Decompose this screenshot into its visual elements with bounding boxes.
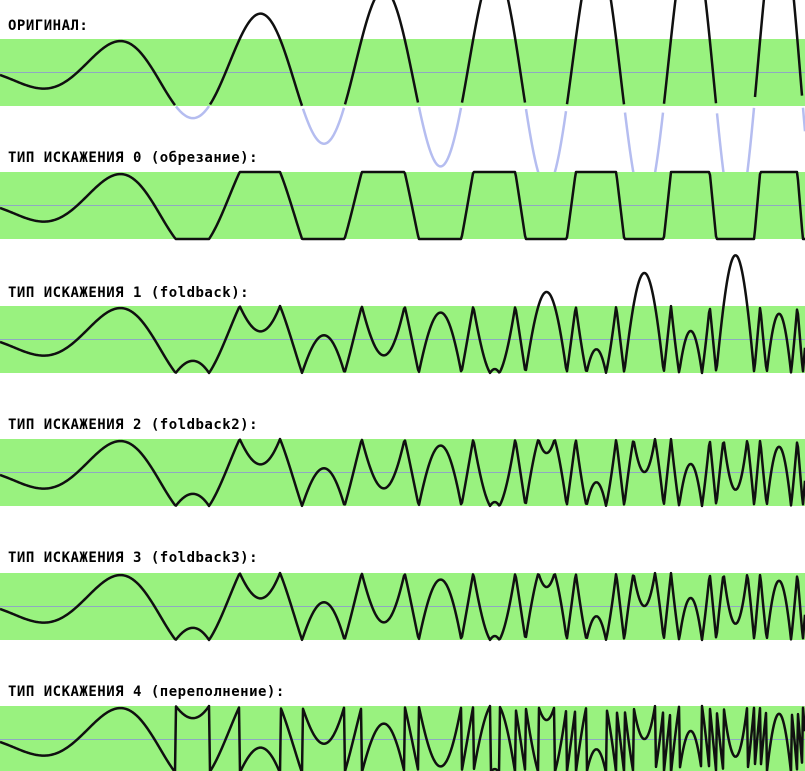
panel-label-type4: ТИП ИСКАЖЕНИЯ 4 (переполнение): [8, 684, 285, 700]
waveform-original [0, 0, 804, 107]
waveform-type1 [0, 254, 805, 375]
waveform-type0 [0, 170, 805, 241]
waveform-type2 [0, 437, 805, 508]
panel-label-type1: ТИП ИСКАЖЕНИЯ 1 (foldback): [8, 285, 250, 301]
panel-label-original: ОРИГИНАЛ: [8, 18, 89, 34]
panel-label-type3: ТИП ИСКАЖЕНИЯ 3 (foldback3): [8, 550, 259, 566]
panel-label-type0: ТИП ИСКАЖЕНИЯ 0 (обрезание): [8, 150, 259, 166]
waveform-type3 [0, 571, 805, 642]
panel-label-type2: ТИП ИСКАЖЕНИЯ 2 (foldback2): [8, 417, 259, 433]
waveform-type4 [0, 704, 805, 771]
